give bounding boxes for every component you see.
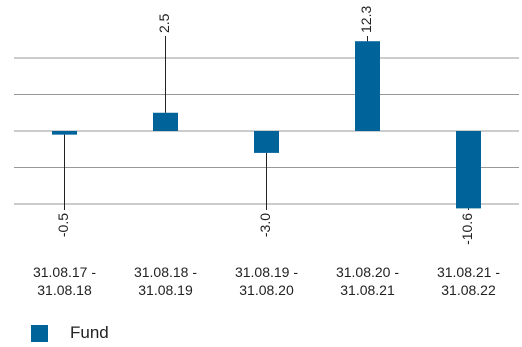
- legend: Fund: [31, 323, 109, 343]
- x-tick-label: 31.08.20 - 31.08.21: [335, 264, 400, 298]
- legend-label: Fund: [70, 323, 109, 342]
- x-tick-label: 31.08.17 - 31.08.18: [32, 264, 97, 298]
- legend-swatch: [31, 324, 48, 342]
- bar: [456, 131, 481, 209]
- value-label: -3.0: [257, 213, 273, 237]
- bar: [355, 41, 380, 131]
- x-tick-label: 31.08.19 - 31.08.20: [234, 264, 299, 298]
- bar: [254, 131, 279, 153]
- value-label: -10.6: [459, 213, 475, 245]
- value-label: 2.5: [156, 13, 172, 33]
- x-tick-label: 31.08.21 - 31.08.22: [436, 264, 501, 298]
- bar: [52, 131, 77, 135]
- bar: [153, 112, 178, 131]
- value-label: 12.3: [358, 6, 374, 33]
- value-label: -0.5: [55, 213, 71, 237]
- x-tick-label: 31.08.18 - 31.08.19: [133, 264, 198, 298]
